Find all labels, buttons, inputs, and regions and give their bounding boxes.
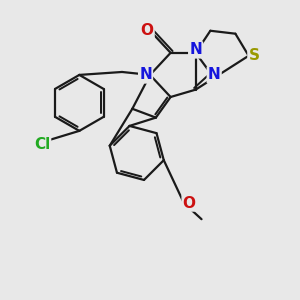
Text: N: N [139,68,152,82]
Text: O: O [183,196,196,211]
Text: S: S [248,48,260,63]
Text: N: N [208,68,220,82]
Text: Cl: Cl [34,136,50,152]
Text: O: O [141,23,154,38]
Text: N: N [189,42,202,57]
